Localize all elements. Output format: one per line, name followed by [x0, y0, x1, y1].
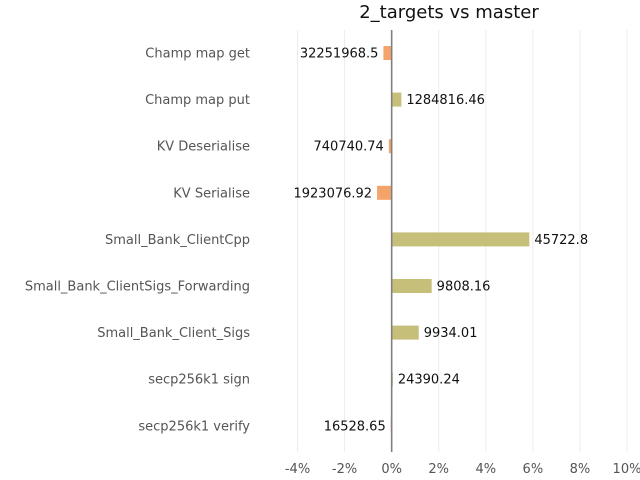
- bar: [391, 325, 419, 340]
- x-tick-label: 0%: [381, 462, 402, 477]
- category-label: KV Deserialise: [157, 140, 250, 155]
- chart-title: 2_targets vs master: [359, 2, 539, 23]
- category-label: Champ map get: [145, 47, 250, 62]
- category-label: secp256k1 sign: [148, 373, 250, 388]
- data-label: 9934.01: [424, 326, 478, 341]
- x-tick-label: 2%: [428, 462, 449, 477]
- data-label: 1284816.46: [406, 93, 485, 108]
- category-label: Small_Bank_Client_Sigs: [97, 326, 250, 341]
- bar: [391, 92, 402, 107]
- data-label: 32251968.5: [300, 47, 379, 62]
- data-label: 24390.24: [398, 373, 460, 388]
- category-label: Small_Bank_ClientCpp: [105, 233, 250, 248]
- bar: [377, 185, 392, 200]
- data-label: 16528.65: [324, 419, 386, 434]
- data-label: 45722.8: [534, 233, 588, 248]
- x-tick-label: 8%: [570, 462, 591, 477]
- bar: [388, 139, 392, 154]
- bar-layer: [377, 46, 530, 433]
- category-label: KV Serialise: [173, 186, 250, 201]
- x-axis-ticks: -4% -2% 0% 2% 4% 6% 8% 10%: [285, 462, 640, 477]
- category-label: Champ map put: [145, 93, 250, 108]
- category-label: secp256k1 verify: [138, 419, 250, 434]
- data-label: 1923076.92: [293, 186, 372, 201]
- x-tick-label: -2%: [332, 462, 357, 477]
- category-label: Small_Bank_ClientSigs_Forwarding: [25, 280, 250, 295]
- data-label: 740740.74: [314, 140, 384, 155]
- data-label: 9808.16: [437, 280, 491, 295]
- x-tick-label: -4%: [285, 462, 310, 477]
- x-tick-label: 4%: [475, 462, 496, 477]
- x-tick-label: 6%: [523, 462, 544, 477]
- bar: [391, 279, 432, 293]
- bar: [391, 232, 530, 247]
- label-layer: Champ map get 32251968.5 Champ map put 1284…: [25, 47, 588, 435]
- x-tick-label: 10%: [613, 462, 640, 477]
- bar: [383, 46, 392, 60]
